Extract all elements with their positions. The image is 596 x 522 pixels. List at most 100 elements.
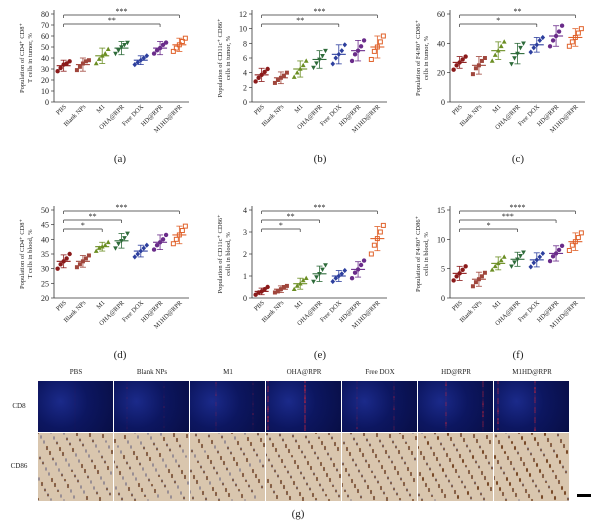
data-point — [482, 56, 487, 60]
y-tick-label: 0 — [243, 294, 247, 303]
data-point — [470, 284, 475, 289]
cd86-staining — [418, 433, 493, 501]
y-tick-label: 0 — [441, 98, 445, 107]
data-point — [93, 60, 99, 66]
data-point — [515, 51, 520, 57]
data-point — [317, 57, 322, 63]
data-point — [179, 228, 185, 234]
y-axis-label-line: cells in tumor, % — [225, 35, 232, 80]
y-tick-label: 20 — [437, 69, 445, 78]
cd86-staining — [190, 433, 265, 501]
data-point — [534, 42, 540, 48]
data-point — [550, 254, 556, 259]
data-point — [521, 250, 526, 255]
y-tick-label: 20 — [41, 294, 49, 303]
data-point — [83, 59, 88, 64]
panel-letter-e: (e) — [313, 349, 327, 361]
data-point — [105, 46, 111, 51]
y-tick-label: 70 — [41, 21, 49, 30]
x-tick-label: M1 — [95, 299, 106, 310]
data-point — [105, 239, 111, 245]
cd8-image-tile — [418, 381, 493, 432]
data-point — [534, 257, 540, 263]
data-point — [67, 251, 72, 257]
data-point — [572, 239, 578, 245]
data-point — [454, 274, 459, 279]
data-point — [259, 72, 264, 78]
chart-b: 0 2 4 6 8 10 12 Population of CD11c⁺ CD86⁺cells… — [217, 7, 387, 134]
data-point — [482, 270, 487, 275]
data-point — [294, 70, 300, 75]
y-axis-label-line: T cells in blood, % — [27, 229, 34, 279]
chart-d: 20 25 30 35 40 45 50 Population of CD4⁺ CD8⁺T c… — [19, 203, 189, 330]
cd86-image-tile — [190, 433, 265, 501]
significance-label: * — [496, 16, 500, 25]
data-point — [173, 236, 179, 242]
data-point — [141, 245, 147, 251]
data-point — [495, 260, 501, 266]
panel-letter-a: (a) — [113, 153, 127, 165]
data-point — [540, 34, 546, 41]
data-point — [67, 59, 72, 64]
data-point — [272, 290, 277, 295]
cd8-image-tile — [266, 381, 341, 432]
data-point — [463, 264, 468, 269]
data-point — [102, 51, 108, 56]
y-tick-label: 0 — [243, 98, 247, 107]
data-point — [553, 33, 559, 39]
data-point — [451, 67, 456, 72]
data-point — [297, 66, 303, 71]
data-point — [380, 33, 386, 39]
data-point — [278, 287, 283, 292]
chart-c: 0 20 40 60 Population of F4/80⁺ CD86⁺cells i… — [415, 7, 585, 134]
y-axis-label: Population of CD4⁺ CD8⁺T cells in blood,… — [19, 218, 34, 288]
y-tick-label: 5 — [441, 265, 445, 274]
data-point — [58, 65, 63, 71]
data-point — [501, 254, 507, 259]
data-point — [135, 59, 141, 65]
data-point — [119, 239, 124, 244]
chart-e: 0 1 2 3 4 Population of CD11c⁺ CD86⁺cells in … — [217, 203, 387, 330]
y-tick-label: 1 — [243, 272, 247, 281]
data-point — [492, 263, 498, 269]
data-point — [303, 275, 309, 280]
data-point — [176, 232, 182, 238]
cd86-staining — [38, 433, 113, 501]
y-tick-label: 50 — [41, 43, 49, 52]
data-point — [102, 242, 108, 247]
data-point — [275, 289, 280, 294]
data-point — [473, 280, 478, 285]
data-point — [566, 247, 572, 253]
data-point — [291, 286, 297, 291]
significance-label: * — [487, 221, 491, 230]
y-tick-label: 80 — [41, 10, 49, 19]
scale-bar — [577, 494, 591, 497]
cd86-image-tile — [114, 433, 189, 501]
data-point — [330, 61, 336, 67]
data-point — [479, 274, 484, 279]
cd86-staining — [114, 433, 189, 501]
cd86-image-tile — [494, 433, 569, 501]
y-tick-label: 2 — [243, 250, 247, 259]
cd86-image-tile — [342, 433, 417, 501]
data-point — [528, 264, 534, 270]
data-point — [125, 231, 130, 237]
data-point — [342, 42, 348, 48]
data-point — [492, 52, 498, 57]
data-point — [509, 264, 514, 269]
data-point — [113, 246, 118, 251]
cd86-staining — [266, 433, 341, 501]
data-point — [553, 251, 559, 256]
data-point — [566, 43, 572, 49]
data-point — [275, 78, 280, 82]
y-axis-label-line: Population of CD11c⁺ CD86⁺ — [217, 18, 224, 98]
data-point — [559, 23, 565, 28]
data-point — [352, 52, 358, 57]
micro-column-label: Blank NPs — [136, 368, 168, 376]
significance-label: ** — [108, 16, 116, 25]
data-point — [498, 43, 504, 49]
data-point — [349, 58, 355, 64]
y-axis-label-line: cells in blood, % — [225, 232, 232, 276]
data-point — [80, 61, 85, 66]
data-point — [528, 49, 534, 55]
